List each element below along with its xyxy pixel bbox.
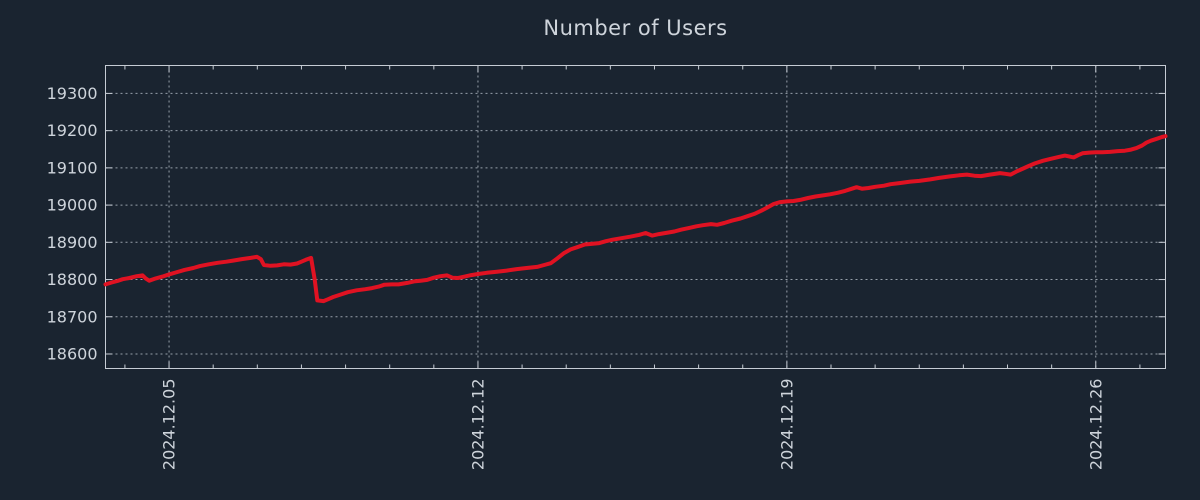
series-line [103, 134, 1168, 304]
plot-border [105, 65, 1166, 369]
x-axis-label: 2024.12.05 [160, 379, 179, 471]
y-axis-label: 18900 [47, 233, 98, 252]
y-axis-label: 18700 [47, 307, 98, 326]
y-axis-label: 19300 [47, 84, 98, 103]
x-axis-label: 2024.12.19 [777, 379, 796, 471]
chart-title: Number of Users [543, 16, 728, 40]
y-axis-label: 18800 [47, 270, 98, 289]
y-axis-label: 18600 [47, 345, 98, 364]
x-axis-label: 2024.12.26 [1086, 379, 1105, 471]
y-axis-label: 19000 [47, 196, 98, 215]
x-axis-label: 2024.12.12 [469, 379, 488, 471]
y-axis-label: 19200 [47, 121, 98, 140]
y-axis-label: 19100 [47, 158, 98, 177]
